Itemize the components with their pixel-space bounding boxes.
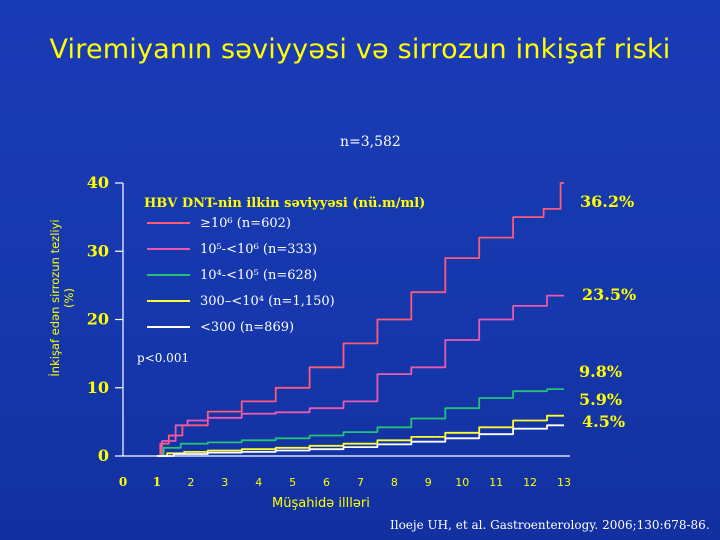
series-lines [156, 182, 564, 457]
series-line-0 [156, 182, 564, 457]
y-tick-label: 30 [87, 241, 109, 260]
x-tick-label: 0 [119, 475, 127, 489]
sample-size-label: n=3,582 [340, 134, 401, 150]
end-labels: 36.2% 23.5% 9.8% 5.9% 4.5% [579, 192, 636, 431]
y-tick-label: 10 [87, 378, 109, 397]
x-tick-label: 9 [425, 476, 432, 489]
x-tick-label: 7 [357, 476, 364, 489]
end-value-label-4: 4.5% [582, 412, 625, 431]
legend-label-0: ≥10⁶ (n=602) [200, 216, 291, 231]
x-tick-label: 11 [489, 476, 503, 489]
legend-label-1: 10⁵-<10⁶ (n=333) [200, 242, 317, 257]
x-ticks: 0 1 2 3 4 5 6 7 8 9 10 11 12 13 [119, 475, 571, 489]
x-tick-label: 12 [523, 476, 537, 489]
y-tick-label: 20 [87, 310, 109, 329]
x-axis-label: Müşahidə illləri [272, 496, 370, 511]
legend-label-2: 10⁴-<10⁵ (n=628) [200, 268, 317, 283]
slide-title: Viremiyanın səviyyəsi və sirrozun inkişa… [49, 34, 671, 65]
p-value-label: p<0.001 [137, 351, 189, 365]
legend-title: HBV DNT-nin ilkin səviyyəsi (nü.m/ml) [144, 196, 425, 211]
end-value-label-2: 9.8% [579, 362, 622, 381]
x-tick-label: 5 [289, 476, 296, 489]
end-value-label-1: 23.5% [582, 285, 636, 304]
series-line-1 [156, 294, 564, 457]
x-tick-label: 8 [391, 476, 398, 489]
x-tick-label: 3 [221, 476, 228, 489]
y-ticks: 0 10 20 30 40 [87, 173, 123, 465]
y-tick-label: 0 [98, 446, 109, 465]
legend-label-3: 300–<10⁴ (n=1,150) [200, 294, 335, 309]
x-tick-label: 2 [187, 476, 194, 489]
series-line-4 [156, 424, 564, 457]
legend-label-4: <300 (n=869) [200, 320, 294, 335]
y-tick-label: 40 [87, 173, 109, 192]
legend: HBV DNT-nin ilkin səviyyəsi (nü.m/ml) ≥1… [144, 196, 425, 335]
legend-items: ≥10⁶ (n=602) 10⁵-<10⁶ (n=333) 10⁴-<10⁵ (n=… [147, 216, 335, 335]
x-tick-label: 13 [557, 476, 571, 489]
series-line-3 [156, 414, 564, 457]
citation: Iloeje UH, et al. Gastroenterology. 2006… [390, 518, 710, 532]
end-value-label-0: 36.2% [580, 192, 634, 211]
series-line-2 [156, 388, 564, 457]
x-tick-label: 10 [455, 476, 469, 489]
end-value-label-3: 5.9% [579, 390, 622, 409]
x-tick-label: 4 [255, 476, 262, 489]
x-tick-label: 6 [323, 476, 330, 489]
x-tick-label: 1 [153, 475, 161, 489]
